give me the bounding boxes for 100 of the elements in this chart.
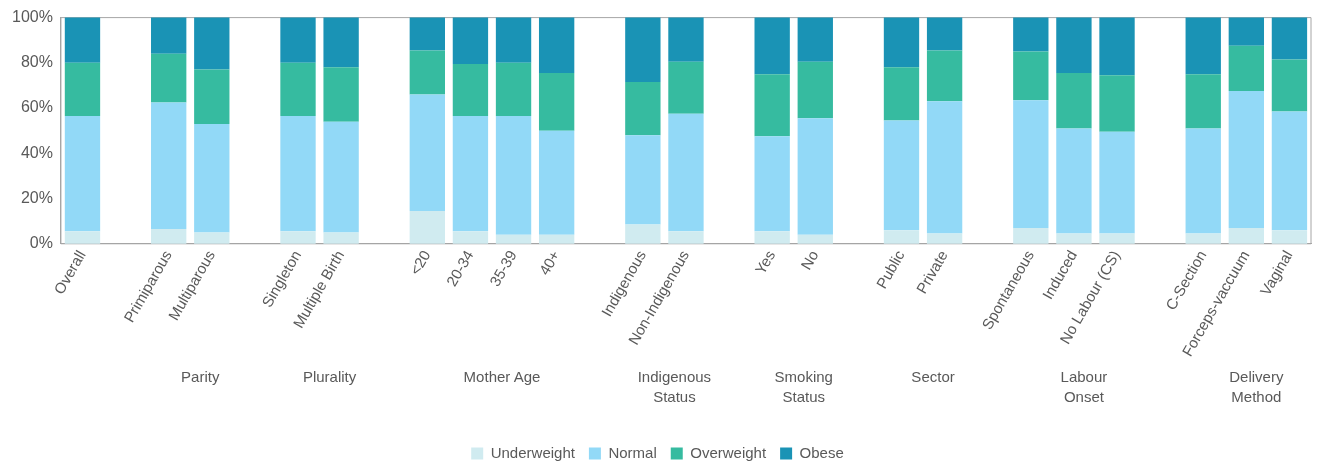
bar bbox=[883, 17, 920, 68]
text: Sector bbox=[911, 367, 955, 385]
y-tick-label: 60% bbox=[20, 98, 53, 116]
bar bbox=[1228, 17, 1265, 46]
bar bbox=[452, 17, 489, 64]
text: Delivery Method bbox=[1229, 367, 1284, 405]
bar bbox=[452, 63, 489, 116]
bar bbox=[1056, 128, 1092, 234]
bar bbox=[409, 17, 445, 51]
bar bbox=[1056, 17, 1092, 74]
bar bbox=[1056, 73, 1092, 129]
bar bbox=[495, 115, 532, 235]
bar bbox=[1271, 111, 1308, 231]
text: Parity bbox=[181, 367, 220, 385]
text: Smoking Status bbox=[774, 367, 833, 405]
bar bbox=[1185, 233, 1221, 244]
bar bbox=[64, 62, 101, 116]
y-tick-label: 80% bbox=[20, 53, 53, 71]
bar bbox=[668, 17, 704, 62]
bar bbox=[495, 234, 532, 244]
bar bbox=[1271, 59, 1308, 112]
bar bbox=[409, 94, 445, 211]
bar bbox=[797, 234, 833, 244]
bar bbox=[754, 136, 790, 232]
legend-label: Overweight bbox=[690, 443, 767, 461]
bar bbox=[883, 230, 920, 244]
bar bbox=[668, 113, 704, 232]
bar bbox=[64, 115, 101, 232]
y-tick-label: 100% bbox=[12, 8, 53, 26]
x-tick-label: No bbox=[797, 247, 822, 273]
y-tick-label: 20% bbox=[20, 188, 53, 206]
bar bbox=[280, 115, 316, 232]
bar bbox=[64, 231, 101, 244]
bar bbox=[883, 120, 920, 231]
bar bbox=[194, 123, 230, 233]
bar bbox=[1013, 17, 1049, 52]
bar bbox=[754, 231, 790, 244]
bar bbox=[1228, 91, 1265, 228]
bar bbox=[1185, 74, 1221, 129]
bar bbox=[668, 231, 704, 244]
bar bbox=[1056, 233, 1092, 244]
bar bbox=[409, 50, 445, 95]
text: Indigenous Status bbox=[637, 367, 712, 405]
bar bbox=[194, 17, 230, 70]
bar bbox=[194, 232, 230, 244]
bar bbox=[1099, 131, 1135, 234]
bar bbox=[625, 224, 661, 244]
bar bbox=[323, 232, 359, 244]
y-tick-label: 0% bbox=[29, 234, 53, 252]
bar bbox=[538, 17, 575, 74]
y-tick-label: 40% bbox=[20, 143, 53, 161]
bar bbox=[280, 231, 316, 244]
bar bbox=[452, 115, 489, 232]
bar bbox=[1271, 17, 1308, 60]
legend-label: Underweight bbox=[490, 443, 576, 461]
bar bbox=[538, 130, 575, 235]
bar bbox=[1013, 51, 1049, 101]
bar bbox=[151, 229, 187, 244]
bar bbox=[323, 121, 359, 233]
bar bbox=[409, 210, 445, 244]
bar bbox=[151, 53, 187, 103]
bar bbox=[194, 69, 230, 124]
bar bbox=[926, 233, 963, 244]
bar bbox=[883, 67, 920, 121]
bar bbox=[1099, 75, 1135, 132]
text: Labour Onset bbox=[1060, 367, 1108, 405]
bar bbox=[926, 17, 963, 51]
bar bbox=[1099, 233, 1135, 244]
bar bbox=[1271, 230, 1308, 244]
bar bbox=[625, 135, 661, 225]
x-tick-label: 40+ bbox=[535, 247, 563, 278]
text: Plurality bbox=[302, 367, 357, 385]
bar bbox=[538, 234, 575, 244]
bar bbox=[538, 73, 575, 131]
bar bbox=[495, 17, 532, 63]
bar bbox=[151, 102, 187, 230]
x-tick-label: Yes bbox=[751, 247, 779, 278]
bar bbox=[754, 74, 790, 137]
bar bbox=[151, 17, 187, 54]
bar bbox=[280, 17, 316, 63]
bar bbox=[1099, 17, 1135, 76]
legend-label: Normal bbox=[608, 443, 657, 461]
bar bbox=[64, 17, 101, 63]
bar bbox=[1228, 227, 1265, 244]
bar bbox=[797, 61, 833, 119]
bar bbox=[625, 82, 661, 136]
bar bbox=[1185, 17, 1221, 75]
bar bbox=[926, 50, 963, 102]
bar bbox=[323, 17, 359, 68]
x-tick-label: <20 bbox=[406, 247, 434, 278]
bar bbox=[323, 67, 359, 122]
bar bbox=[754, 17, 790, 75]
bar bbox=[452, 231, 489, 244]
bar bbox=[926, 101, 963, 234]
bar bbox=[1013, 227, 1049, 244]
bar bbox=[797, 17, 833, 62]
bar bbox=[495, 62, 532, 116]
bar bbox=[668, 61, 704, 114]
bar bbox=[280, 62, 316, 116]
bar bbox=[797, 118, 833, 235]
